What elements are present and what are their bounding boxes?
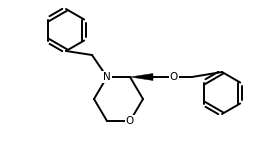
Polygon shape [130, 73, 153, 81]
Text: N: N [103, 72, 111, 82]
Text: O: O [126, 116, 134, 126]
Text: O: O [170, 72, 178, 82]
